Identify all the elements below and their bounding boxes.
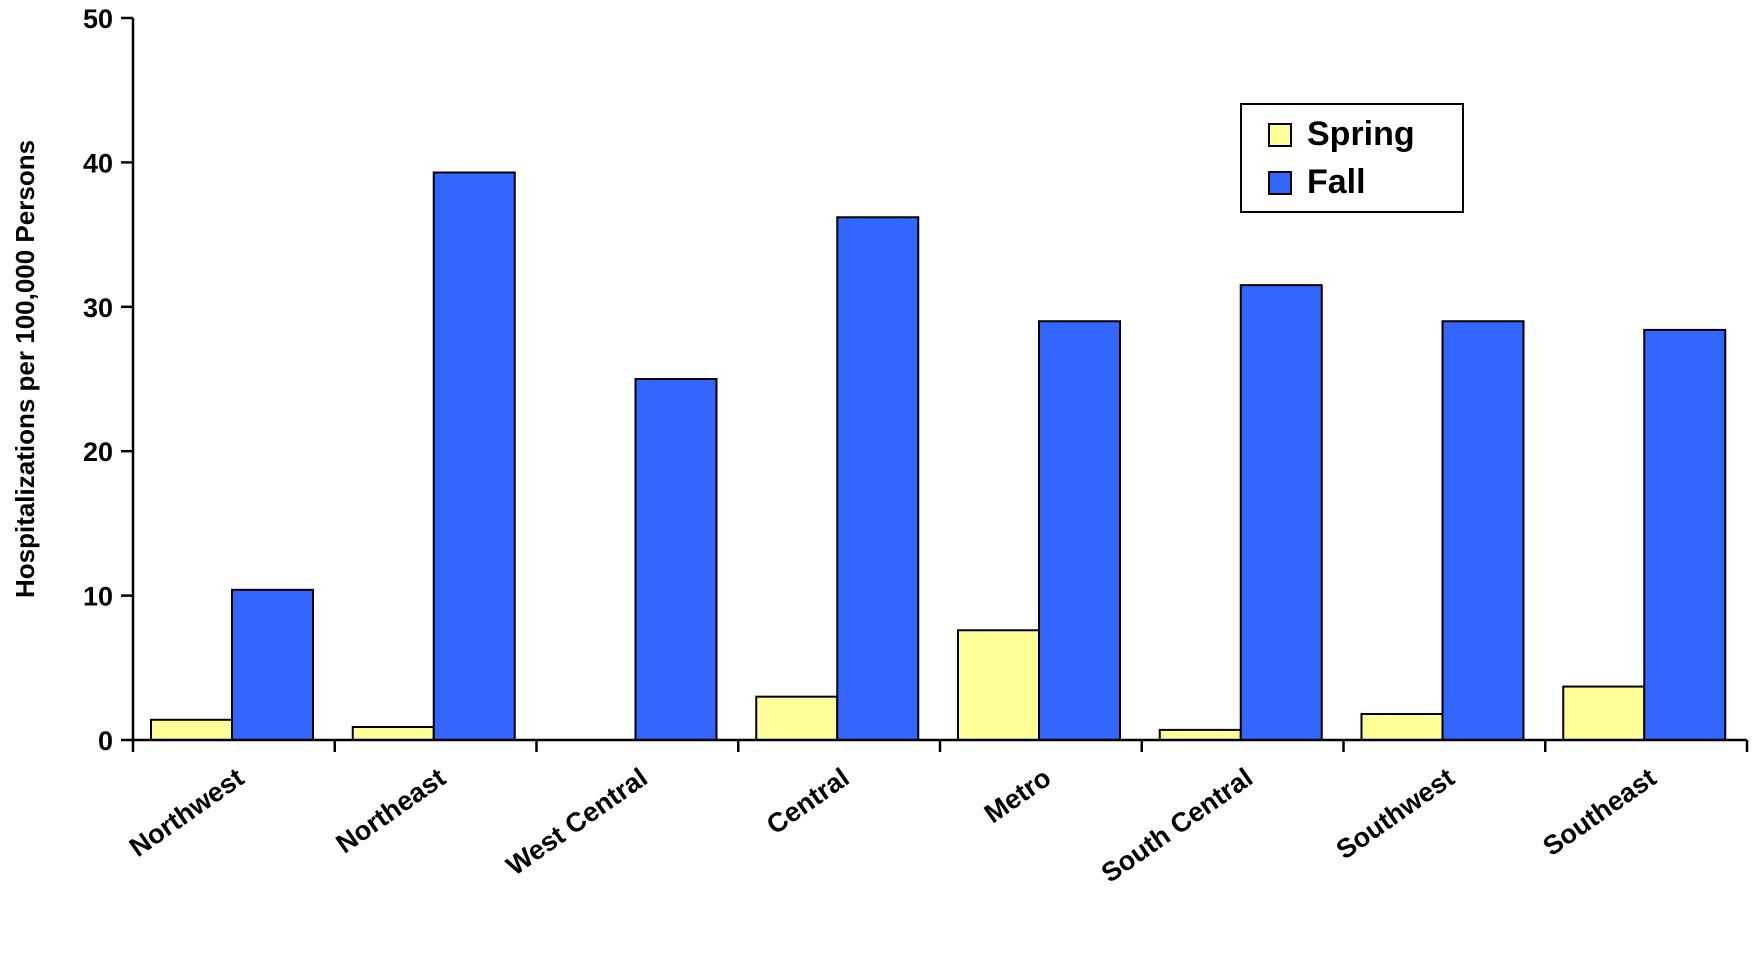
legend-label-fall: Fall <box>1307 163 1366 201</box>
bar-spring-southeast <box>1562 685 1646 742</box>
y-tick-label: 10 <box>83 582 113 612</box>
bar-spring-metro <box>957 629 1040 741</box>
y-ticks: 0 10 20 30 40 50 <box>83 4 133 756</box>
x-tick-label: Metro <box>979 762 1056 829</box>
bar-spring-southwest <box>1360 713 1444 741</box>
bar-fall-south-central <box>1239 284 1323 741</box>
x-tick-label: Northwest <box>124 762 249 862</box>
y-axis-label: Hospitalizations per 100,000 Persons <box>10 140 40 598</box>
bars-layer <box>150 171 1727 742</box>
bar-fall-metro <box>1038 320 1121 741</box>
bar-spring-south-central <box>1158 728 1242 742</box>
legend-label-spring: Spring <box>1307 115 1415 153</box>
bar-fall-northeast <box>432 171 516 741</box>
x-tick-label: Northeast <box>331 762 451 859</box>
x-ticks: Northwest Northeast West Central Central Met… <box>124 740 1749 888</box>
legend-swatch-fall <box>1268 171 1292 195</box>
bar-fall-central <box>836 216 920 742</box>
x-tick-label: Southwest <box>1331 762 1460 865</box>
bar-fall-southeast <box>1643 328 1727 741</box>
x-tick-label: South Central <box>1096 762 1258 888</box>
legend-swatch-spring <box>1268 123 1292 147</box>
y-tick-label: 40 <box>83 148 113 178</box>
y-tick-label: 30 <box>83 293 113 323</box>
x-tick-label: Southeast <box>1537 762 1661 861</box>
x-tick-label: Central <box>761 762 854 840</box>
y-tick-label: 50 <box>83 4 113 34</box>
y-tick-label: 0 <box>98 726 113 756</box>
bar-fall-southwest <box>1441 320 1525 741</box>
bar-spring-northeast <box>351 726 435 742</box>
bar-fall-west-central <box>634 378 718 741</box>
bar-spring-northwest <box>150 718 233 741</box>
legend: Spring Fall <box>1240 103 1464 213</box>
bar-spring-central <box>755 695 839 741</box>
bar-fall-northwest <box>231 588 314 741</box>
y-tick-label: 20 <box>83 437 113 467</box>
x-tick-label: West Central <box>501 762 653 881</box>
